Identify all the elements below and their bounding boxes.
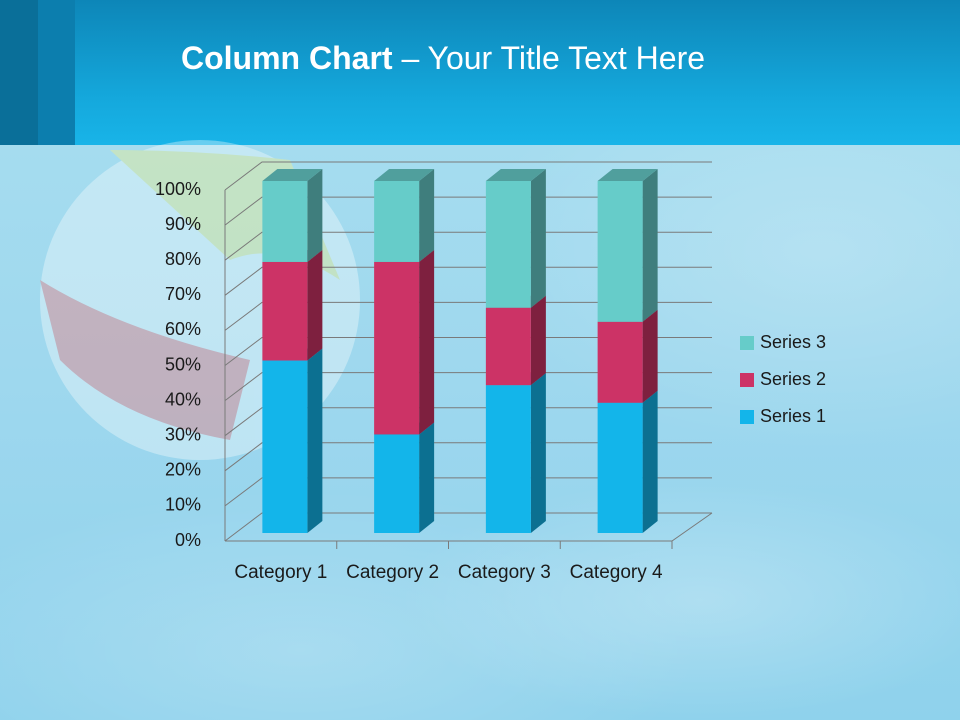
bar-segment: [597, 169, 658, 322]
y-tick-label: 80%: [165, 249, 201, 269]
grid-line: [224, 407, 712, 437]
bar-front: [262, 360, 308, 533]
bar-front: [485, 307, 531, 386]
grid-line: [224, 301, 712, 331]
bar-side: [530, 169, 546, 308]
grid-line: [224, 161, 712, 191]
y-tick-label: 20%: [165, 460, 201, 480]
bar-front: [597, 321, 643, 403]
grid-line: [224, 231, 712, 261]
bar-side: [419, 249, 435, 435]
grid-line: [224, 196, 712, 226]
y-tick-label: 0%: [175, 530, 201, 550]
bar-segment: [597, 309, 658, 403]
bar-segment: [374, 249, 435, 435]
bar-side: [307, 249, 323, 361]
bar-segment: [485, 295, 546, 386]
legend-swatch: [740, 373, 754, 387]
bar-side: [307, 169, 323, 262]
bar-front: [374, 434, 420, 533]
x-tick-label: Category 1: [234, 562, 328, 583]
grid-line: [224, 442, 712, 472]
y-tick-label: 30%: [165, 424, 201, 444]
y-tick-label: 100%: [155, 179, 201, 199]
y-tick-label: 70%: [165, 284, 201, 304]
y-tick-label: 10%: [165, 495, 201, 515]
bar-front: [374, 181, 420, 262]
bar-side: [530, 373, 546, 533]
title-rest: – Your Title Text Here: [401, 40, 706, 76]
legend-label: Series 1: [760, 406, 826, 426]
legend-label: Series 2: [760, 369, 826, 389]
bar-segment: [262, 249, 323, 361]
bar-top: [597, 169, 658, 181]
grid-line: [224, 337, 712, 366]
bar-side: [642, 390, 658, 533]
x-tick-label: Category 3: [457, 562, 551, 583]
legend-swatch: [740, 336, 754, 350]
title-bold: Column Chart: [181, 40, 393, 76]
bar-top: [374, 169, 435, 181]
bar-side: [419, 169, 435, 262]
bar-side: [530, 295, 546, 386]
bar-front: [597, 181, 643, 322]
slide-title: Column Chart – Your Title Text Here: [181, 40, 705, 77]
grid-line: [224, 512, 712, 542]
bar-segment: [597, 390, 658, 533]
bar-segment: [262, 169, 323, 262]
header: [0, 0, 960, 145]
bar-segment: [374, 422, 435, 533]
bar-side: [642, 309, 658, 403]
x-tick-label: Category 2: [346, 562, 440, 583]
bar-front: [374, 261, 420, 435]
grid-line: [224, 372, 712, 401]
bar-segment: [374, 169, 435, 262]
stripe: [0, 0, 38, 145]
grid-line: [224, 477, 712, 507]
legend-swatch: [740, 410, 754, 424]
y-tick-label: 50%: [165, 354, 201, 374]
bar-segment: [485, 373, 546, 533]
stripe: [38, 0, 75, 145]
bar-front: [262, 261, 308, 361]
bar-side: [642, 169, 658, 322]
y-tick-label: 60%: [165, 319, 201, 339]
bar-top: [485, 169, 546, 181]
y-tick-label: 40%: [165, 389, 201, 409]
bar-front: [485, 385, 531, 533]
bar-segment: [485, 169, 546, 308]
bar-top: [262, 169, 323, 181]
bar-front: [262, 181, 308, 262]
bar-front: [485, 181, 531, 308]
grid-line: [224, 266, 712, 296]
legend-label: Series 3: [760, 332, 826, 352]
bar-segment: [262, 348, 323, 533]
bar-side: [307, 348, 323, 533]
bar-side: [419, 422, 435, 533]
y-tick-label: 90%: [165, 214, 201, 234]
x-tick-label: Category 4: [569, 562, 663, 583]
bar-front: [597, 402, 643, 533]
